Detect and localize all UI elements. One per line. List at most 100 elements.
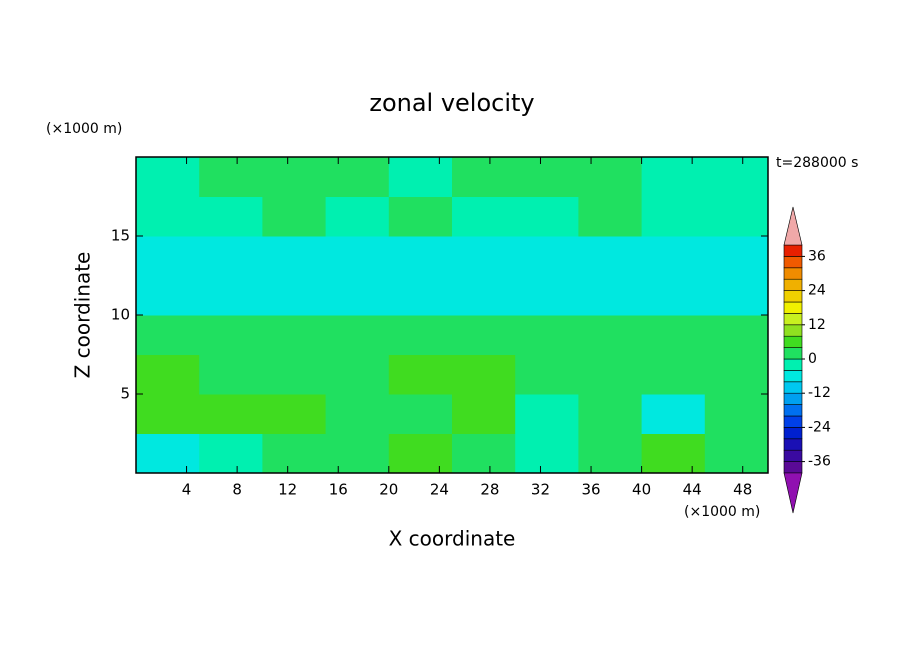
- y-tick-label: 15: [111, 227, 130, 245]
- colorbar-box: [783, 415, 803, 428]
- contour-cell: [704, 315, 769, 355]
- contour-cell: [704, 236, 769, 276]
- contour-cell: [704, 354, 769, 395]
- contour-cell: [704, 433, 769, 474]
- contour-cell: [388, 196, 453, 237]
- contour-cell: [262, 433, 327, 474]
- colorbar-tick-label: -24: [808, 419, 831, 435]
- colorbar-box: [783, 267, 803, 280]
- x-tick-label: 32: [531, 481, 550, 499]
- colorbar-tick-label: 36: [808, 248, 826, 264]
- colorbar-tick-label: 12: [808, 317, 826, 333]
- contour-cell: [325, 196, 390, 237]
- colorbar-box: [783, 256, 803, 269]
- x-tick-label: 12: [278, 481, 297, 499]
- contour-cell: [515, 157, 579, 197]
- colorbar-tick-label: 0: [808, 351, 817, 367]
- contour-cell: [325, 354, 390, 395]
- contour-cell: [199, 433, 263, 474]
- contour-cell: [136, 236, 200, 276]
- contour-cell: [515, 236, 579, 276]
- contour-cell: [515, 394, 579, 434]
- y-tick-label: 10: [111, 306, 130, 324]
- contour-cell: [578, 433, 643, 474]
- contour-cell: [388, 354, 453, 395]
- contour-cell: [262, 236, 327, 276]
- contour-cell: [704, 157, 769, 197]
- colorbar-under: [783, 472, 803, 514]
- contour-cell: [578, 394, 643, 434]
- contour-cell: [452, 157, 516, 197]
- contour-cell: [388, 236, 453, 276]
- contour-cell: [262, 354, 327, 395]
- x-tick-label: 36: [581, 481, 600, 499]
- contour-cell: [199, 236, 263, 276]
- colorbar-box: [783, 404, 803, 417]
- time-label: t=288000 s: [776, 155, 858, 171]
- x-tick-label: 8: [232, 481, 242, 499]
- contour-cell: [515, 275, 579, 316]
- x-tick-label: 16: [329, 481, 348, 499]
- colorbar-tick-label: -36: [808, 454, 831, 470]
- contour-cell: [199, 354, 263, 395]
- colorbar-box: [783, 392, 803, 405]
- x-unit: (×1000 m): [684, 504, 760, 520]
- contour-cell: [388, 394, 453, 434]
- contour-cell: [262, 315, 327, 355]
- contour-cell: [136, 354, 200, 395]
- colorbar-box: [783, 381, 803, 394]
- colorbar-box: [783, 427, 803, 440]
- contour-cell: [388, 433, 453, 474]
- contour-cell: [262, 275, 327, 316]
- contour-cell: [578, 157, 643, 197]
- contour-cell: [452, 196, 516, 237]
- contour-cell: [199, 157, 263, 197]
- contour-cell: [641, 157, 706, 197]
- colorbar-tick-label: -12: [808, 385, 831, 401]
- contour-cell: [515, 354, 579, 395]
- contour-cell: [704, 196, 769, 237]
- contour-cell: [641, 275, 706, 316]
- contour-cell: [578, 236, 643, 276]
- contour-cell: [325, 433, 390, 474]
- contour-cell: [136, 157, 200, 197]
- contour-cell: [325, 157, 390, 197]
- colorbar-box: [783, 358, 803, 371]
- contour-cell: [641, 394, 706, 434]
- contour-cell: [452, 433, 516, 474]
- colorbar-over: [783, 206, 803, 246]
- contour-cell: [136, 394, 200, 434]
- x-tick-label: 4: [182, 481, 192, 499]
- colorbar-box: [783, 438, 803, 451]
- colorbar-box: [783, 301, 803, 314]
- contour-cell: [136, 433, 200, 474]
- contour-cell: [641, 433, 706, 474]
- contour-cell: [199, 394, 263, 434]
- contour-cell: [452, 394, 516, 434]
- contour-cell: [515, 315, 579, 355]
- contour-cell: [515, 196, 579, 237]
- contour-cell: [325, 315, 390, 355]
- contour-cell: [199, 275, 263, 316]
- contour-cell: [325, 236, 390, 276]
- contour-cell: [452, 275, 516, 316]
- contour-cell: [325, 275, 390, 316]
- colorbar-box: [783, 347, 803, 360]
- contour-cell: [388, 275, 453, 316]
- chart-title: zonal velocity: [369, 89, 534, 117]
- colorbar-box: [783, 335, 803, 348]
- colorbar-box: [783, 449, 803, 462]
- contour-cell: [578, 354, 643, 395]
- colorbar-tick-label: 24: [808, 283, 826, 299]
- x-tick-label: 20: [379, 481, 398, 499]
- y-axis-label: Z coordinate: [71, 252, 95, 379]
- contour-cell: [641, 315, 706, 355]
- contour-cell: [136, 196, 200, 237]
- contour-cell: [452, 315, 516, 355]
- x-tick-label: 48: [733, 481, 752, 499]
- contour-cell: [578, 275, 643, 316]
- contour-cell: [578, 196, 643, 237]
- contour-cell: [641, 354, 706, 395]
- contour-cell: [388, 315, 453, 355]
- contour-cell: [325, 394, 390, 434]
